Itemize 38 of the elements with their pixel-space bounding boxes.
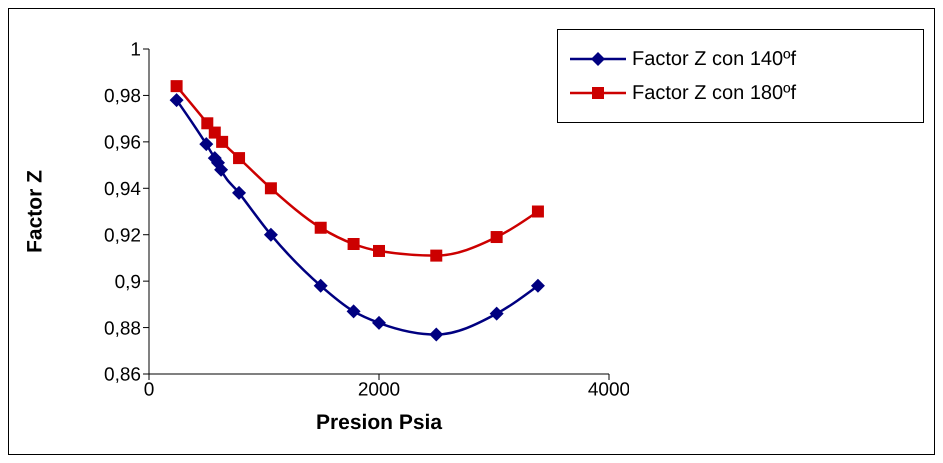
y-tick-label: 0,98 <box>104 86 141 108</box>
x-tick-label: 0 <box>144 379 154 400</box>
y-tick-label: 0,9 <box>114 272 141 293</box>
point <box>430 250 442 262</box>
y-tick-label: 0,94 <box>104 179 142 200</box>
point <box>372 316 386 330</box>
x-tick-label: 2000 <box>358 379 400 400</box>
point <box>314 278 328 293</box>
point <box>232 186 246 200</box>
y-tick-label: 0,92 <box>104 225 141 246</box>
y-tick-label: 0,96 <box>104 132 141 154</box>
x-axis-title: Presion Psia <box>316 411 442 434</box>
point <box>314 222 327 234</box>
point <box>170 80 183 92</box>
point <box>201 117 214 130</box>
point <box>429 328 444 342</box>
y-tick-label: 0,88 <box>104 318 141 340</box>
y-tick-label: 0,86 <box>104 364 141 386</box>
point <box>199 137 214 152</box>
point <box>532 206 544 218</box>
point <box>216 136 228 148</box>
point <box>233 152 246 164</box>
x-tick-label: 4000 <box>588 379 630 400</box>
point <box>490 306 504 321</box>
point <box>490 231 503 244</box>
point <box>208 126 221 139</box>
point <box>346 304 361 318</box>
y-axis-title: Factor Z <box>23 170 46 253</box>
legend-label: Factor Z con 140ºf <box>632 48 796 70</box>
point <box>264 182 277 194</box>
point <box>170 93 184 108</box>
point <box>373 244 385 257</box>
legend-label: Factor Z con 180ºf <box>632 82 796 104</box>
point <box>348 238 360 250</box>
point <box>264 228 278 242</box>
point <box>214 162 228 177</box>
y-tick-label: 1 <box>130 40 141 61</box>
point <box>530 278 545 293</box>
